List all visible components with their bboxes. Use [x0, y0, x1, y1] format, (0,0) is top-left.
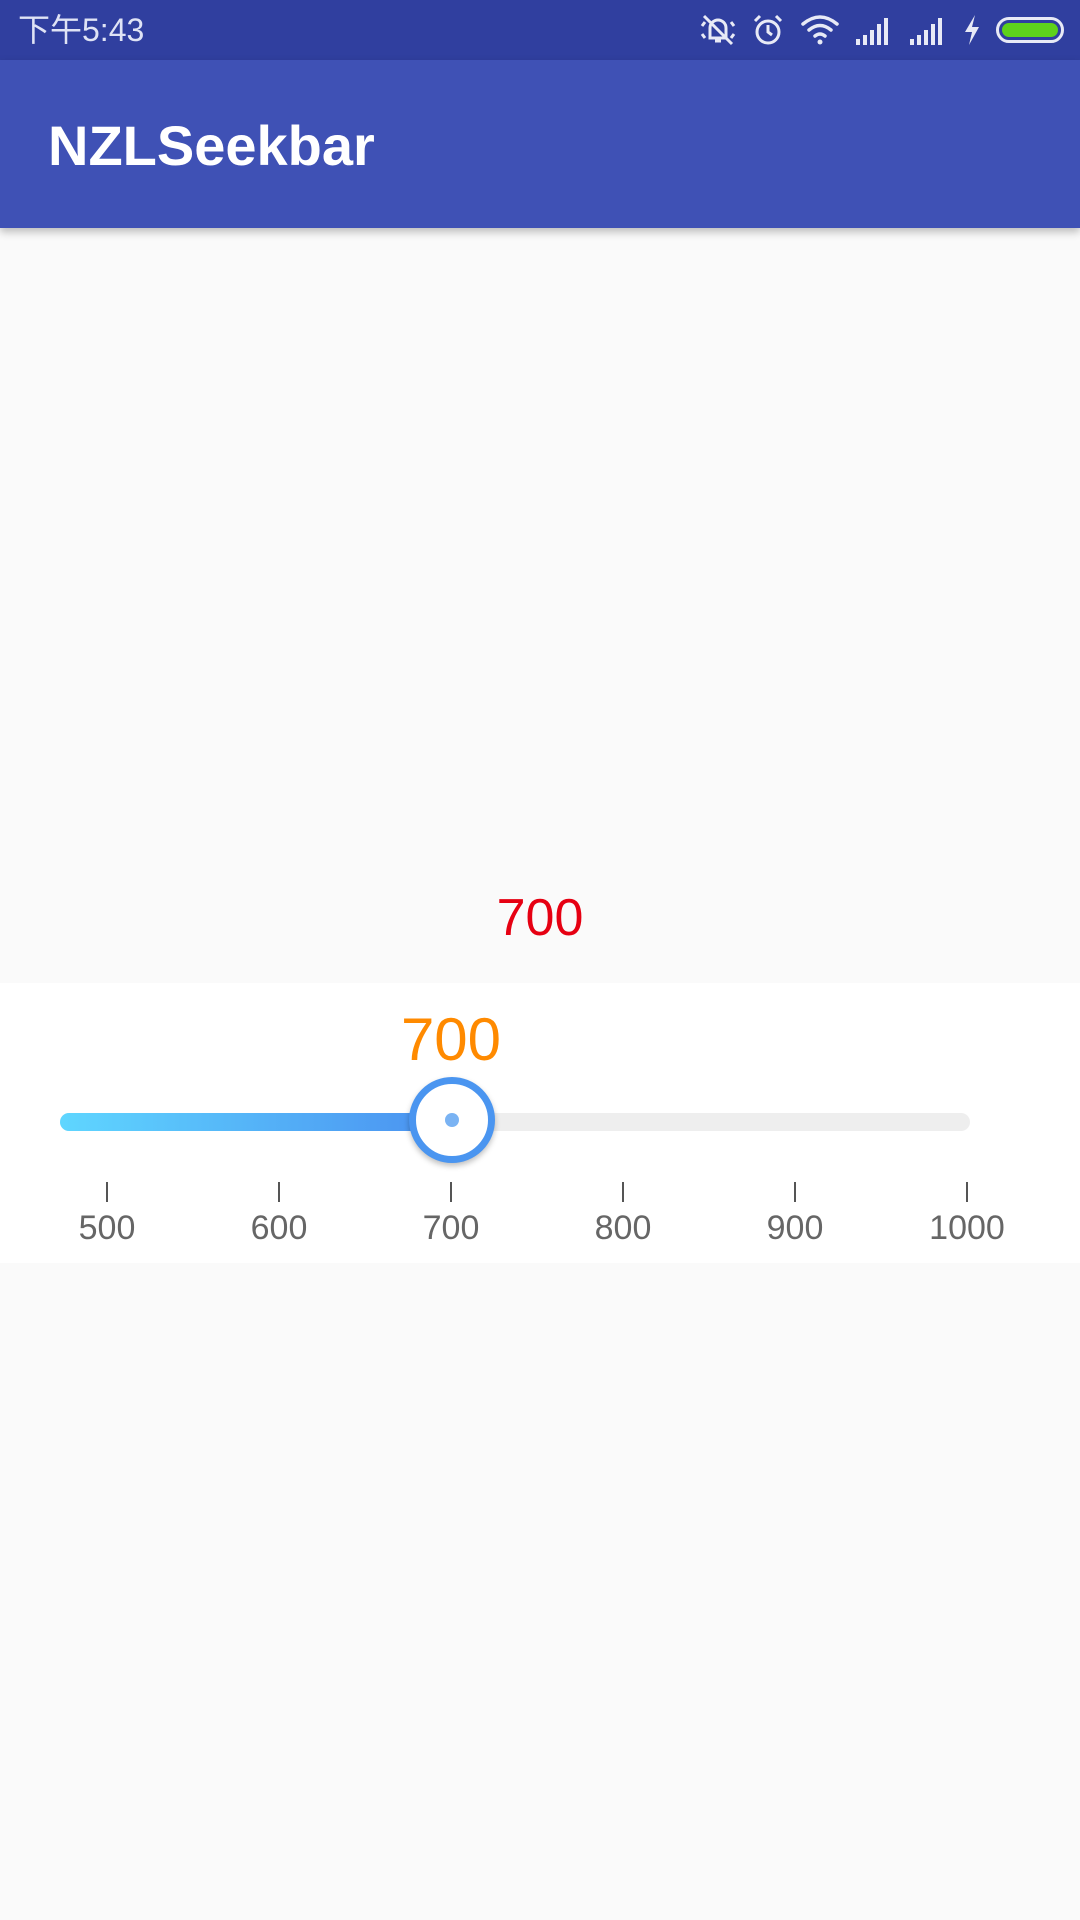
charging-icon [962, 14, 982, 46]
signal-icon [854, 15, 894, 45]
battery-level [1002, 23, 1058, 37]
status-bar: 下午5:43 [0, 0, 1080, 60]
seekbar-thumb[interactable] [409, 1077, 495, 1163]
seekbar-ticks: 500 600 700 800 900 1000 [0, 1182, 1080, 1262]
seekbar-bubble-value: 700 [400, 1006, 502, 1073]
status-icons [700, 8, 1064, 52]
app-title: NZLSeekbar [48, 114, 375, 177]
tick-mark [966, 1182, 968, 1202]
tick-mark [794, 1182, 796, 1202]
tick-label: 900 [766, 1209, 824, 1247]
status-time: 下午5:43 [18, 12, 145, 48]
mute-vibrate-icon [700, 12, 736, 48]
value-readout: 700 [496, 889, 584, 947]
tick-label: 1000 [929, 1209, 1005, 1247]
tick-mark [106, 1182, 108, 1202]
wifi-icon [800, 13, 840, 47]
tick-label: 800 [594, 1209, 652, 1247]
battery-icon [996, 17, 1064, 43]
thumb-center-dot [445, 1113, 459, 1127]
tick-mark [278, 1182, 280, 1202]
tick-mark [622, 1182, 624, 1202]
tick-label: 500 [78, 1209, 136, 1247]
seekbar-track[interactable] [60, 1113, 970, 1131]
tick-label: 600 [250, 1209, 308, 1247]
tick-label: 700 [422, 1209, 480, 1247]
app-bar: NZLSeekbar [0, 60, 1080, 228]
seekbar-panel: 700 500 600 700 800 900 1000 [0, 983, 1080, 1263]
seekbar-progress [60, 1113, 451, 1131]
signal-icon [908, 15, 948, 45]
alarm-icon [750, 12, 786, 48]
tick-mark [450, 1182, 452, 1202]
